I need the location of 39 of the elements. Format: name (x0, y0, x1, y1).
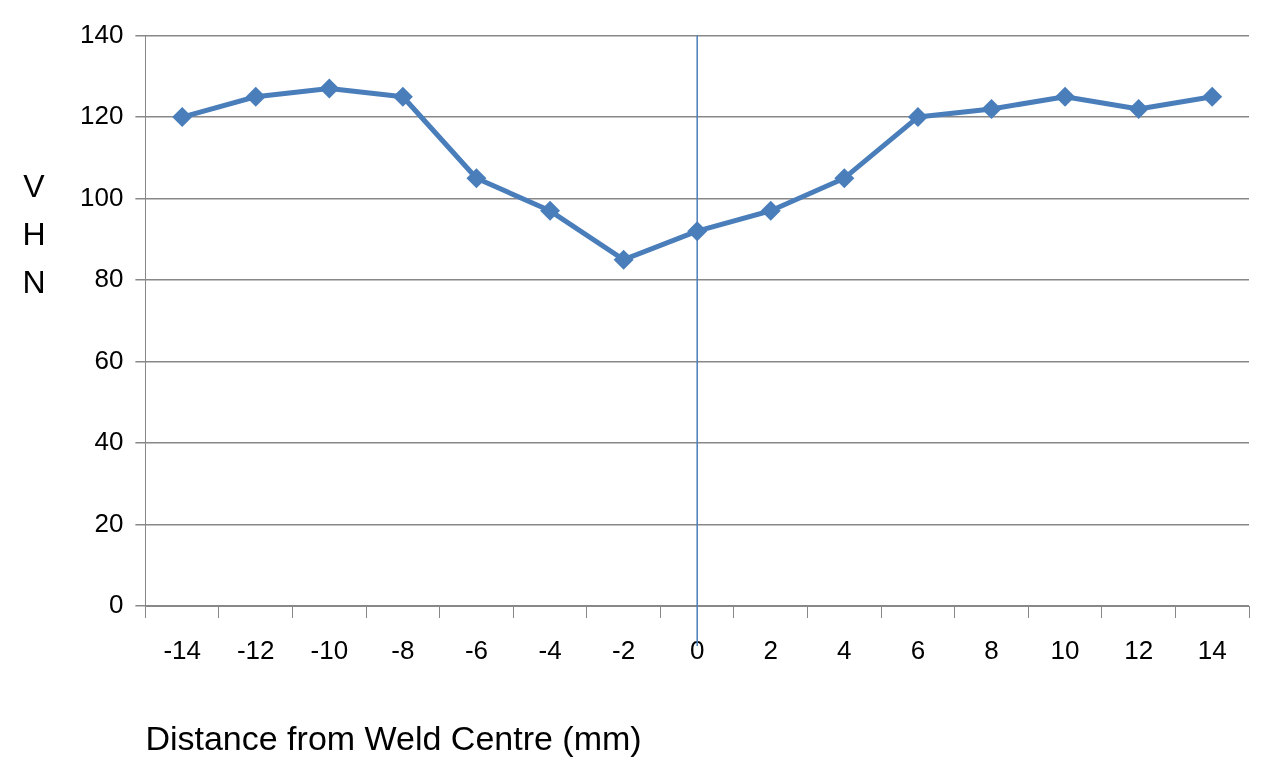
y-tick-label: 0 (108, 589, 124, 620)
point (540, 200, 561, 221)
x-tick-label: -10 (310, 634, 349, 665)
y-tick-label: 120 (79, 100, 124, 131)
x-tick-label: 2 (763, 634, 778, 665)
point (834, 168, 855, 189)
x-tick-label: 14 (1197, 634, 1227, 665)
y-tick-label: 60 (94, 344, 124, 375)
point (907, 107, 928, 128)
x-tick-label: -2 (612, 634, 636, 665)
x-tick-label: 12 (1124, 634, 1154, 665)
y-tick-label: 100 (79, 181, 124, 212)
point (466, 168, 487, 189)
x-tick-label: -6 (464, 634, 489, 665)
point (1202, 86, 1223, 107)
point (245, 86, 266, 107)
point (319, 78, 340, 99)
x-tick-label: 10 (1050, 634, 1080, 665)
point (760, 200, 781, 221)
y-tick-label: 140 (79, 18, 124, 49)
x-tick-label: 8 (984, 634, 999, 665)
point (392, 86, 413, 107)
y-tick-label: 40 (94, 426, 124, 457)
y-tick-label: 20 (94, 507, 124, 538)
y-axis-title: VHN (16, 168, 52, 312)
point (172, 107, 193, 128)
x-tick-label: 6 (910, 634, 926, 665)
x-tick-label: -8 (391, 634, 415, 665)
x-tick-label: 4 (837, 634, 852, 665)
x-tick-label: -14 (163, 634, 201, 665)
y-tick-label: 80 (94, 263, 124, 294)
x-axis-title: Distance from Weld Centre (mm) (145, 718, 642, 757)
x-tick-label: 0 (689, 634, 705, 665)
point (613, 249, 634, 270)
point (1128, 98, 1149, 119)
x-tick-label: -12 (236, 634, 275, 665)
x-tick-label: -4 (538, 634, 562, 665)
point (981, 98, 1002, 119)
point (1055, 86, 1076, 107)
